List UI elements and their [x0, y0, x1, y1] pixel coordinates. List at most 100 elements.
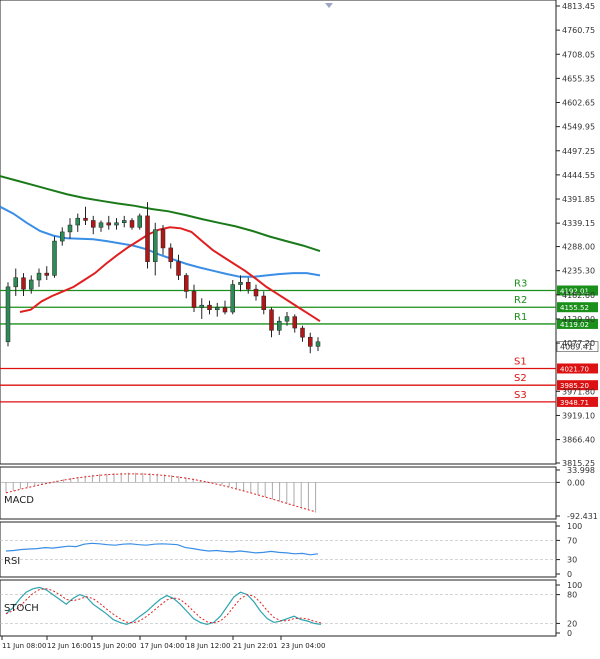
candle-body: [284, 316, 290, 322]
candle-body: [222, 307, 228, 313]
price-panel-frame: [0, 0, 557, 465]
level-tag-bg: [557, 380, 598, 391]
level-tag-s2: 3985.20: [560, 382, 589, 390]
level-name-r3: R3: [514, 279, 527, 290]
price-tick-label: 3866.40: [562, 436, 595, 445]
ma-fast-line: [19, 226, 321, 323]
price-tick-label: 4760.75: [562, 26, 595, 35]
time-tick-label: 11 Jun 08:00: [2, 642, 46, 650]
rsi-line: [5, 542, 319, 556]
candle-body: [13, 277, 18, 288]
price-tick-label: 3815.25: [562, 459, 595, 468]
stoch-label: STOCH: [4, 603, 39, 614]
stoch-tick-label: 20: [567, 619, 577, 628]
level-name-s1: S1: [514, 356, 527, 367]
stoch-tick-label: 100: [567, 581, 582, 590]
price-tick-label: 4077.20: [562, 339, 595, 348]
price-tick-label: 4813.45: [562, 2, 595, 11]
candle-body: [67, 224, 73, 233]
candle-body: [300, 327, 305, 338]
candle-body: [91, 220, 96, 228]
price-tick-label: 4444.55: [562, 171, 595, 180]
candle-body: [269, 309, 274, 331]
level-tag-bg: [557, 363, 598, 374]
rsi-panel-frame: [0, 521, 557, 578]
candle-body: [122, 220, 127, 224]
ma-mid-line: [0, 205, 321, 278]
price-tick-label: 3971.80: [562, 387, 595, 396]
level-name-r2: R2: [514, 295, 527, 306]
price-tick-label: 4182.60: [562, 291, 595, 300]
level-tag-s3: 3948.71: [560, 399, 589, 407]
time-tick-label: 21 Jun 22:01: [233, 642, 277, 650]
candle-body: [199, 304, 204, 308]
price-tick-label: 4235.30: [562, 267, 595, 276]
candle-body: [292, 316, 297, 329]
level-name-s2: S2: [514, 373, 527, 384]
time-tick-label: 23 Jun 04:00: [281, 642, 325, 650]
candle-body: [160, 229, 166, 249]
candle-body: [44, 272, 49, 276]
candle-body: [21, 277, 26, 290]
candle-body: [137, 215, 142, 228]
candle-body: [29, 279, 34, 290]
time-tick-label: 17 Jun 04:00: [140, 642, 184, 650]
price-tick-label: 4708.05: [562, 50, 595, 59]
rsi-tick-label: 70: [567, 536, 577, 545]
candle-body: [145, 215, 150, 262]
candle-body: [238, 282, 243, 285]
candle-body: [230, 284, 235, 313]
rsi-tick-label: 30: [567, 556, 577, 565]
level-tag-bg: [557, 396, 598, 407]
price-tick-label: 4602.65: [562, 99, 595, 108]
candle-body: [215, 307, 220, 310]
time-tick-label: 15 Jun 20:00: [92, 642, 136, 650]
macd-tick-label: -92.431: [567, 512, 598, 521]
candle-body: [261, 295, 266, 310]
candle-body: [114, 222, 119, 226]
candle-body: [60, 231, 65, 242]
candle-body: [315, 341, 321, 347]
candle-body: [153, 229, 158, 262]
candle-body: [98, 222, 104, 228]
candle-body: [5, 286, 11, 343]
candle-body: [246, 282, 251, 290]
level-tag-bg: [557, 285, 598, 296]
macd-tick-label: 0.00: [567, 478, 585, 487]
candle-body: [277, 320, 282, 331]
price-tick-label: 4655.35: [562, 74, 595, 83]
stoch-d-line: [5, 588, 322, 624]
scroll-marker-icon[interactable]: [325, 3, 333, 8]
candle-body: [83, 217, 88, 221]
candle-body: [36, 272, 42, 281]
candle-body: [207, 304, 212, 310]
level-name-s3: S3: [514, 390, 527, 401]
current-price-tag: 4069.41: [560, 343, 593, 352]
current-price-tag-bg: [556, 341, 599, 352]
candle-body: [308, 336, 313, 347]
level-tag-bg: [557, 318, 598, 329]
macd-label: MACD: [4, 495, 34, 506]
candle-body: [129, 220, 135, 228]
level-tag-r2: 4155.52: [560, 304, 589, 312]
candle-body: [184, 275, 189, 292]
level-tag-s1: 4021.70: [560, 365, 589, 373]
level-tag-bg: [557, 302, 598, 313]
level-tag-r3: 4192.01: [560, 288, 589, 296]
macd-signal-line: [5, 473, 316, 513]
time-tick-label: 12 Jun 16:00: [47, 642, 91, 650]
level-tag-r1: 4119.02: [560, 321, 589, 329]
candle-body: [75, 217, 80, 226]
candle-body: [52, 240, 57, 276]
candle-body: [253, 288, 259, 297]
price-tick-label: 4391.85: [562, 195, 595, 204]
price-tick-label: 4549.95: [562, 123, 595, 132]
time-tick-label: 18 Jun 12:00: [186, 642, 230, 650]
macd-tick-label: 33.998: [567, 466, 595, 475]
stoch-panel-frame: [0, 579, 557, 637]
rsi-label: RSI: [4, 556, 20, 567]
price-tick-label: 4129.90: [562, 315, 595, 324]
candle-body: [191, 291, 197, 308]
